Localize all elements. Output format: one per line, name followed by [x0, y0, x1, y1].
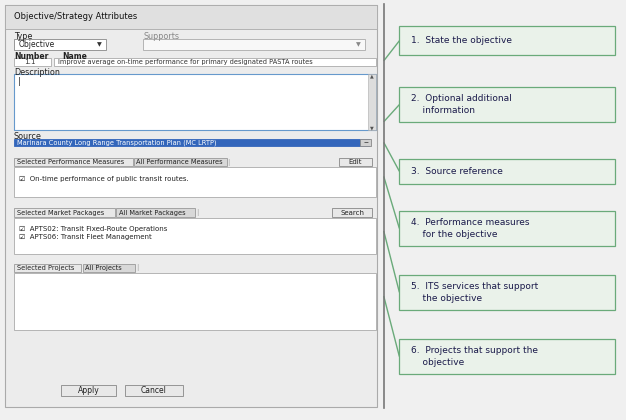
- Text: Search: Search: [341, 210, 364, 215]
- FancyBboxPatch shape: [399, 275, 615, 310]
- Text: Improve average on-time performance for primary designated PASTA routes: Improve average on-time performance for …: [58, 59, 312, 65]
- FancyBboxPatch shape: [125, 385, 183, 396]
- Text: Description: Description: [14, 68, 59, 77]
- FancyBboxPatch shape: [116, 208, 195, 217]
- FancyBboxPatch shape: [14, 74, 376, 130]
- Text: Selected Market Packages: Selected Market Packages: [17, 210, 104, 215]
- FancyBboxPatch shape: [399, 159, 615, 184]
- FancyBboxPatch shape: [360, 139, 371, 146]
- FancyBboxPatch shape: [14, 158, 133, 166]
- Text: ☑  APTS02: Transit Fixed-Route Operations: ☑ APTS02: Transit Fixed-Route Operations: [19, 226, 167, 232]
- FancyBboxPatch shape: [14, 264, 81, 272]
- Text: 2.  Optional additional
    information: 2. Optional additional information: [411, 94, 511, 115]
- FancyBboxPatch shape: [5, 5, 377, 407]
- FancyBboxPatch shape: [399, 26, 615, 55]
- Text: Type: Type: [14, 32, 32, 42]
- FancyBboxPatch shape: [134, 158, 227, 166]
- Text: All Performance Measures: All Performance Measures: [136, 159, 223, 165]
- FancyBboxPatch shape: [399, 87, 615, 122]
- Text: Objective/Strategy Attributes: Objective/Strategy Attributes: [14, 12, 137, 21]
- Text: All Market Packages: All Market Packages: [119, 210, 185, 215]
- FancyBboxPatch shape: [399, 339, 615, 374]
- Text: |: |: [196, 209, 198, 216]
- Text: Marinara County Long Range Transportation Plan (MC LRTP): Marinara County Long Range Transportatio…: [17, 139, 217, 146]
- Text: ▼: ▼: [96, 42, 101, 47]
- Text: 5.  ITS services that support
    the objective: 5. ITS services that support the objecti…: [411, 282, 538, 303]
- Text: ▼: ▼: [370, 125, 374, 130]
- Text: Source: Source: [14, 132, 42, 142]
- Text: |: |: [18, 77, 21, 86]
- Text: All Projects: All Projects: [85, 265, 122, 271]
- FancyBboxPatch shape: [54, 58, 376, 66]
- Text: Apply: Apply: [78, 386, 100, 395]
- Text: Cancel: Cancel: [141, 386, 167, 395]
- FancyBboxPatch shape: [83, 264, 135, 272]
- Text: |: |: [227, 159, 230, 165]
- Text: ▲: ▲: [370, 73, 374, 78]
- Text: ☑  APTS06: Transit Fleet Management: ☑ APTS06: Transit Fleet Management: [19, 234, 151, 240]
- FancyBboxPatch shape: [14, 39, 106, 50]
- Text: 1.  State the objective: 1. State the objective: [411, 36, 511, 45]
- Text: 6.  Projects that support the
    objective: 6. Projects that support the objective: [411, 346, 538, 367]
- FancyBboxPatch shape: [399, 211, 615, 246]
- Text: –: –: [363, 137, 368, 147]
- FancyBboxPatch shape: [14, 58, 51, 66]
- Text: Edit: Edit: [349, 159, 362, 165]
- Text: Objective: Objective: [19, 40, 55, 49]
- Text: Supports: Supports: [144, 32, 180, 42]
- Text: Selected Projects: Selected Projects: [17, 265, 74, 271]
- Text: Number: Number: [14, 52, 48, 61]
- Text: 4.  Performance measures
    for the objective: 4. Performance measures for the objectiv…: [411, 218, 529, 239]
- FancyBboxPatch shape: [5, 5, 377, 29]
- FancyBboxPatch shape: [14, 139, 369, 146]
- Text: 1.1: 1.1: [24, 59, 36, 65]
- Text: ☑  On-time performance of public transit routes.: ☑ On-time performance of public transit …: [19, 176, 188, 182]
- Text: ▼: ▼: [356, 42, 361, 47]
- FancyBboxPatch shape: [14, 208, 115, 217]
- FancyBboxPatch shape: [339, 158, 372, 166]
- Text: Name: Name: [63, 52, 88, 61]
- FancyBboxPatch shape: [14, 218, 376, 254]
- FancyBboxPatch shape: [14, 167, 376, 197]
- FancyBboxPatch shape: [143, 39, 365, 50]
- Text: |: |: [136, 265, 139, 271]
- FancyBboxPatch shape: [368, 74, 376, 130]
- FancyBboxPatch shape: [61, 385, 116, 396]
- Text: 3.  Source reference: 3. Source reference: [411, 167, 503, 176]
- FancyBboxPatch shape: [332, 208, 372, 217]
- Text: Selected Performance Measures: Selected Performance Measures: [17, 159, 124, 165]
- FancyBboxPatch shape: [14, 273, 376, 330]
